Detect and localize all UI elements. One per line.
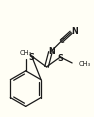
Text: S: S — [57, 53, 63, 62]
Text: N: N — [72, 27, 78, 36]
Text: S: S — [29, 53, 35, 62]
Text: C: C — [60, 38, 65, 44]
Text: CH₃: CH₃ — [20, 50, 32, 56]
Text: N: N — [48, 47, 55, 56]
Text: CH₃: CH₃ — [79, 61, 91, 67]
